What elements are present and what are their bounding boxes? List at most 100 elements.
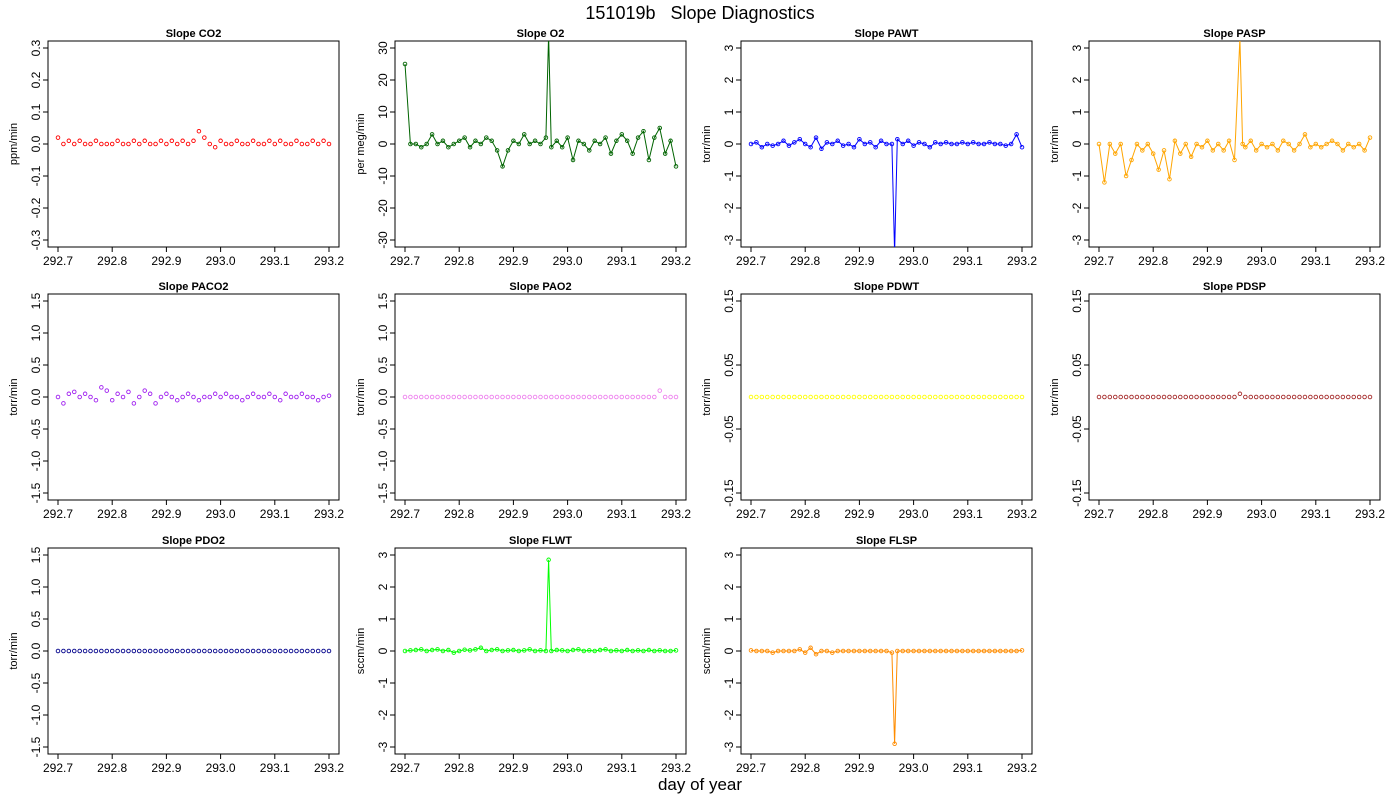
- x-tick-label: 293.0: [553, 761, 583, 775]
- data-point: [169, 648, 175, 654]
- data-point: [565, 394, 570, 400]
- data-point: [581, 141, 587, 147]
- series-line: [404, 559, 677, 654]
- y-axis-label: torr/min: [355, 378, 367, 415]
- data-point: [191, 648, 196, 654]
- data-point: [256, 141, 261, 147]
- data-point: [630, 151, 635, 156]
- data-point: [1008, 394, 1014, 400]
- data-point: [55, 648, 61, 654]
- data-point: [960, 394, 965, 400]
- x-tick-label: 293.2: [1007, 254, 1037, 268]
- x-tick-label: 293.0: [899, 761, 929, 775]
- plot-frame: [394, 293, 687, 501]
- x-tick-label: 292.9: [151, 507, 181, 521]
- data-point: [895, 394, 900, 400]
- y-tick-label: 0.0: [29, 642, 43, 659]
- data-point: [1335, 394, 1340, 400]
- y-tick-label: 0.5: [29, 356, 43, 373]
- data-point: [104, 388, 110, 393]
- x-tick-label: 293.2: [314, 254, 344, 268]
- data-point: [234, 394, 240, 400]
- data-point: [922, 394, 927, 400]
- data-point: [830, 394, 835, 400]
- data-point: [662, 648, 668, 654]
- data-point: [770, 650, 775, 655]
- x-tick-label: 293.1: [607, 761, 637, 775]
- data-point: [1172, 394, 1178, 400]
- data-point: [424, 648, 429, 654]
- data-point: [597, 394, 603, 400]
- data-point: [922, 648, 927, 654]
- data-point: [61, 401, 66, 406]
- data-point: [1340, 148, 1346, 153]
- data-point: [614, 648, 619, 653]
- data-point: [82, 391, 88, 397]
- data-point: [976, 394, 981, 400]
- data-point: [489, 138, 494, 144]
- data-point: [797, 647, 803, 652]
- data-point: [1107, 141, 1113, 147]
- data-point: [1281, 138, 1286, 144]
- data-point: [288, 394, 294, 400]
- data-point: [873, 648, 878, 654]
- data-point: [299, 141, 305, 147]
- data-point: [505, 648, 511, 653]
- data-point: [549, 394, 554, 400]
- y-tick-label: 1.5: [376, 292, 390, 309]
- data-point: [1318, 144, 1324, 150]
- data-point: [511, 647, 516, 653]
- data-point: [857, 136, 862, 142]
- data-point: [748, 394, 754, 400]
- y-tick-label: 0.05: [722, 353, 736, 377]
- y-tick-label: -0.5: [29, 672, 43, 693]
- data-point: [72, 141, 77, 147]
- data-point: [1096, 141, 1102, 147]
- data-point: [1291, 394, 1297, 400]
- data-point: [142, 648, 147, 654]
- data-point: [521, 394, 527, 400]
- data-point: [1194, 394, 1199, 400]
- x-tick-label: 292.9: [498, 507, 528, 521]
- data-point: [1178, 151, 1183, 156]
- data-point: [61, 648, 66, 654]
- x-tick-label: 293.0: [206, 254, 236, 268]
- data-point: [55, 394, 61, 400]
- data-point: [933, 140, 938, 145]
- data-point: [981, 648, 987, 654]
- data-point: [641, 648, 646, 654]
- data-point: [1367, 394, 1373, 400]
- data-point: [1232, 157, 1237, 163]
- data-point: [234, 138, 240, 144]
- data-point: [1183, 141, 1188, 147]
- data-point: [786, 394, 792, 400]
- x-tick-label: 292.9: [498, 254, 528, 268]
- plot-frame: [1088, 40, 1381, 248]
- data-point: [440, 648, 446, 654]
- data-point: [131, 138, 137, 144]
- data-point: [310, 138, 315, 144]
- data-point: [840, 394, 846, 400]
- y-tick-label: -1: [376, 677, 390, 688]
- data-point: [462, 135, 467, 140]
- data-point: [484, 135, 489, 140]
- data-point: [846, 394, 851, 400]
- data-point: [1134, 394, 1140, 400]
- data-point: [830, 141, 835, 147]
- data-point: [786, 143, 792, 148]
- data-point: [1302, 394, 1308, 400]
- data-point: [446, 144, 451, 150]
- data-point: [1329, 138, 1335, 144]
- data-point: [1123, 173, 1129, 179]
- data-point: [164, 141, 169, 147]
- series-group: [55, 648, 332, 654]
- y-tick-label: -0.05: [722, 415, 736, 443]
- data-point: [1308, 394, 1313, 400]
- data-point: [1308, 144, 1313, 150]
- data-point: [142, 388, 147, 393]
- data-point: [916, 140, 922, 145]
- y-tick-label: 1: [722, 108, 736, 115]
- data-point: [892, 741, 897, 747]
- data-point: [960, 648, 965, 654]
- data-point: [126, 141, 131, 147]
